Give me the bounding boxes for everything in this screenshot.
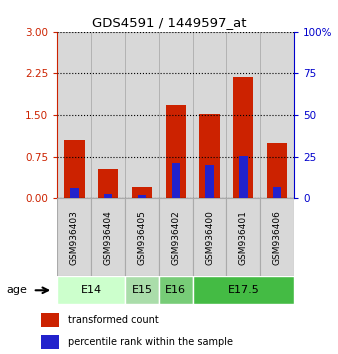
FancyBboxPatch shape [193, 276, 294, 304]
Text: age: age [7, 285, 28, 295]
Bar [57, 32, 91, 198]
Text: E16: E16 [165, 285, 186, 295]
Text: E14: E14 [81, 285, 102, 295]
FancyBboxPatch shape [226, 198, 260, 276]
FancyBboxPatch shape [125, 276, 159, 304]
Bar [125, 32, 159, 198]
Text: E17.5: E17.5 [227, 285, 259, 295]
Text: percentile rank within the sample: percentile rank within the sample [68, 337, 233, 347]
Bar [41, 335, 59, 349]
Text: GSM936405: GSM936405 [138, 210, 146, 265]
FancyBboxPatch shape [57, 198, 91, 276]
Bar [132, 187, 152, 198]
Text: GSM936406: GSM936406 [273, 210, 282, 265]
Text: GSM936400: GSM936400 [205, 210, 214, 265]
FancyBboxPatch shape [260, 198, 294, 276]
Bar [98, 170, 118, 198]
Bar [166, 105, 186, 198]
Bar [226, 32, 260, 198]
FancyBboxPatch shape [125, 198, 159, 276]
Bar [267, 143, 287, 198]
Bar [159, 32, 193, 198]
Text: transformed count: transformed count [68, 315, 158, 325]
Text: GSM936404: GSM936404 [104, 210, 113, 264]
Bar [138, 195, 146, 198]
FancyBboxPatch shape [159, 198, 193, 276]
Bar [171, 163, 180, 198]
Text: E15: E15 [131, 285, 152, 295]
Bar [273, 187, 281, 198]
Bar [260, 32, 294, 198]
Bar [91, 32, 125, 198]
Text: GSM936402: GSM936402 [171, 210, 180, 264]
Bar [239, 155, 247, 198]
Bar [70, 188, 78, 198]
FancyBboxPatch shape [159, 276, 193, 304]
FancyBboxPatch shape [57, 276, 125, 304]
Bar [205, 165, 214, 198]
Bar [233, 77, 254, 198]
FancyBboxPatch shape [91, 198, 125, 276]
Bar [193, 32, 226, 198]
Bar [199, 114, 220, 198]
Text: GSM936403: GSM936403 [70, 210, 79, 265]
Bar [64, 140, 84, 198]
FancyBboxPatch shape [193, 198, 226, 276]
Bar [41, 313, 59, 327]
Text: GDS4591 / 1449597_at: GDS4591 / 1449597_at [92, 16, 246, 29]
Text: GSM936401: GSM936401 [239, 210, 248, 265]
Bar [104, 194, 112, 198]
